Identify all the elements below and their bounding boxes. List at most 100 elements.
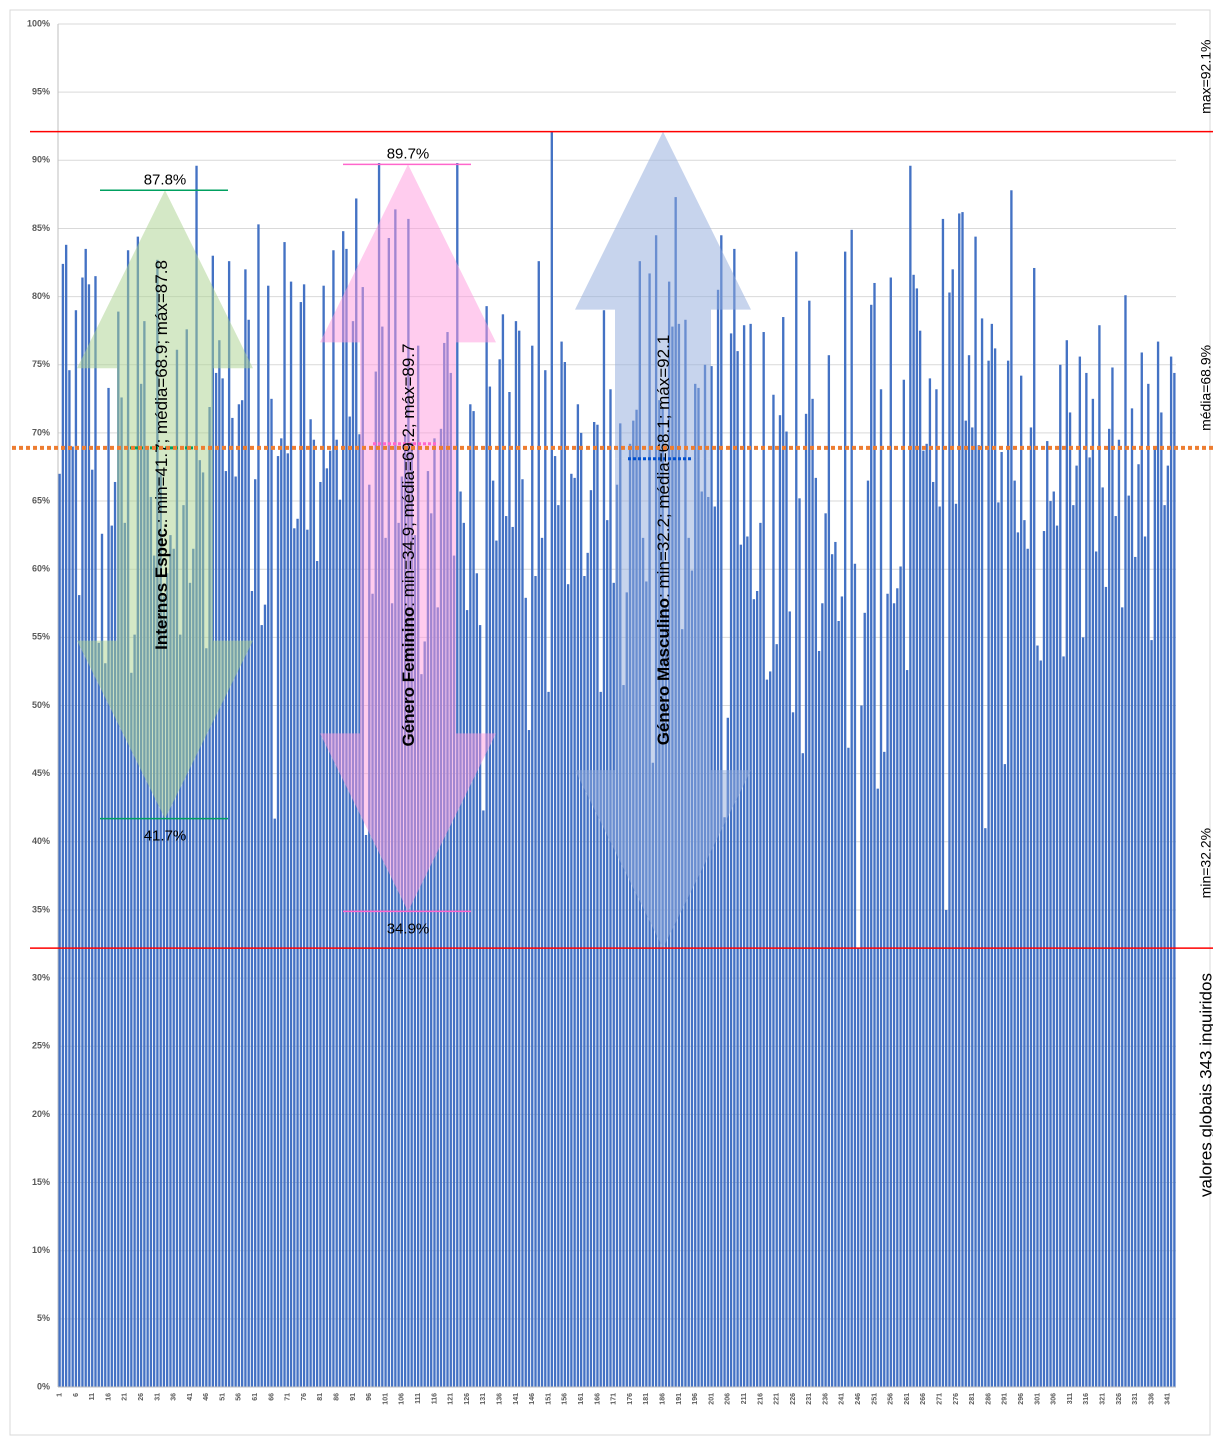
bar xyxy=(515,321,517,1387)
group-stats: : min=41.7; média=68.9; máx=87.8 xyxy=(152,260,171,523)
x-tick-label: 31 xyxy=(154,1393,161,1401)
x-tick-label: 156 xyxy=(562,1393,569,1405)
x-tick-label: 51 xyxy=(219,1393,226,1401)
x-tick-label: 226 xyxy=(790,1393,797,1405)
x-tick-label: 291 xyxy=(1002,1393,1009,1405)
x-tick-label: 196 xyxy=(692,1393,699,1405)
y-tick-label: 45% xyxy=(32,768,50,778)
y-tick-label: 90% xyxy=(32,155,50,165)
bar xyxy=(303,284,305,1387)
bar xyxy=(547,692,549,1387)
x-tick-label: 21 xyxy=(122,1393,129,1401)
x-tick-label: 66 xyxy=(268,1393,275,1401)
bar xyxy=(1170,357,1172,1387)
group-stats: : min=34.9; média=69.2; máx=89.7 xyxy=(399,344,418,607)
bar xyxy=(345,249,347,1387)
x-tick-label: 186 xyxy=(659,1393,666,1405)
bar xyxy=(997,502,999,1387)
bar xyxy=(521,479,523,1387)
bar xyxy=(961,212,963,1387)
bar xyxy=(221,378,223,1387)
bar xyxy=(1118,440,1120,1387)
bar xyxy=(78,595,80,1387)
bar xyxy=(463,523,465,1387)
bar xyxy=(1079,357,1081,1387)
bar xyxy=(1147,384,1149,1387)
bar xyxy=(1072,505,1074,1387)
bar xyxy=(1033,268,1035,1387)
bar xyxy=(505,516,507,1387)
bar xyxy=(824,513,826,1387)
bar xyxy=(1108,429,1110,1387)
bar xyxy=(1059,365,1061,1387)
bar xyxy=(94,276,96,1387)
x-tick-label: 71 xyxy=(285,1393,292,1401)
x-tick-label: 246 xyxy=(855,1393,862,1405)
bar xyxy=(234,477,236,1387)
bar xyxy=(1004,764,1006,1387)
bar xyxy=(580,433,582,1387)
bar xyxy=(231,418,233,1387)
bar xyxy=(336,440,338,1387)
group-name: Internos Espec. xyxy=(152,523,171,650)
x-tick-label: 211 xyxy=(741,1393,748,1404)
bar xyxy=(349,417,351,1387)
bar xyxy=(75,310,77,1387)
x-tick-label: 326 xyxy=(1116,1393,1123,1405)
bar xyxy=(332,250,334,1387)
bar xyxy=(130,673,132,1387)
bar xyxy=(893,603,895,1387)
bar xyxy=(811,399,813,1387)
bar xyxy=(818,651,820,1387)
bar xyxy=(58,474,60,1387)
bar xyxy=(560,342,562,1387)
bar xyxy=(267,286,269,1387)
bar xyxy=(772,395,774,1387)
bar xyxy=(909,166,911,1387)
bar xyxy=(498,359,500,1387)
bar xyxy=(564,362,566,1387)
x-tick-label: 306 xyxy=(1051,1393,1058,1405)
bar xyxy=(114,482,116,1387)
bar xyxy=(248,320,250,1387)
bar xyxy=(254,479,256,1387)
bar xyxy=(978,445,980,1387)
bar xyxy=(1105,587,1107,1387)
bar xyxy=(785,432,787,1387)
x-tick-label: 251 xyxy=(871,1393,878,1405)
bar xyxy=(1121,607,1123,1387)
x-tick-label: 61 xyxy=(252,1393,259,1401)
group-max-label: 89.7% xyxy=(387,145,430,162)
x-tick-label: 56 xyxy=(236,1393,243,1401)
bar xyxy=(1095,551,1097,1387)
bar xyxy=(1030,427,1032,1387)
bar xyxy=(1046,441,1048,1387)
bar xyxy=(1131,408,1133,1387)
bar xyxy=(714,507,716,1387)
bar xyxy=(808,301,810,1387)
chart: 0%5%10%15%20%25%30%35%40%45%50%55%60%65%… xyxy=(0,0,1213,1444)
bar xyxy=(932,482,934,1387)
x-tick-label: 26 xyxy=(138,1393,145,1401)
bar xyxy=(62,264,64,1387)
bar xyxy=(919,331,921,1387)
bar xyxy=(290,282,292,1387)
bar xyxy=(1092,399,1094,1387)
x-tick-label: 171 xyxy=(611,1393,618,1405)
bar xyxy=(68,370,70,1387)
bar xyxy=(218,340,220,1387)
bar xyxy=(228,261,230,1387)
bar xyxy=(971,427,973,1387)
bar xyxy=(886,594,888,1387)
x-tick-label: 266 xyxy=(920,1393,927,1405)
y-tick-label: 80% xyxy=(32,291,50,301)
bar xyxy=(1134,557,1136,1387)
bar xyxy=(287,453,289,1387)
bar xyxy=(733,249,735,1387)
group-label: Género Masculino: min=32.2; média=68.1; … xyxy=(654,335,673,746)
group-label: Internos Espec.: min=41.7; média=68.9; m… xyxy=(152,260,171,650)
y-tick-label: 15% xyxy=(32,1177,50,1187)
y-tick-label: 40% xyxy=(32,836,50,846)
bar xyxy=(837,621,839,1387)
bar xyxy=(945,910,947,1387)
